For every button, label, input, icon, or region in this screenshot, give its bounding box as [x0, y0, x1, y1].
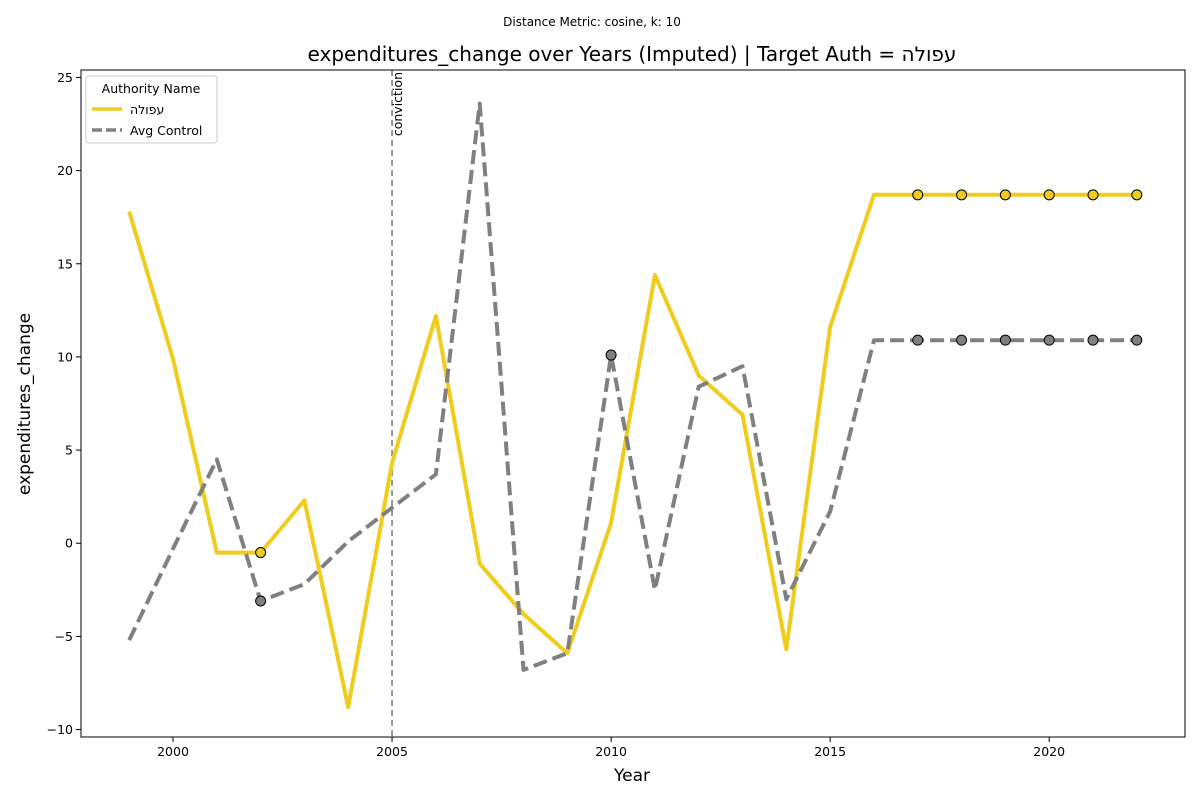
legend-label-target: עפולה: [130, 102, 164, 117]
imputed-point: [912, 189, 924, 201]
imputed-point: [1043, 189, 1055, 201]
chart-title: expenditures_change over Years (Imputed)…: [308, 42, 957, 66]
imputed-point: [956, 189, 968, 201]
target-series-line: [127, 192, 1137, 710]
legend-title: Authority Name: [102, 81, 201, 96]
legend-label-control: Avg Control: [130, 123, 202, 138]
imputed-point: [1043, 334, 1055, 346]
y-tick-label: −5: [55, 629, 73, 644]
imputed-point: [255, 547, 267, 559]
control-series-line: [127, 101, 1137, 672]
imputed-point: [912, 334, 924, 346]
imputed-point: [999, 334, 1011, 346]
x-tick-label: 2020: [1033, 744, 1065, 759]
y-tick-label: 15: [57, 256, 73, 271]
x-tick-label: 2005: [376, 744, 408, 759]
legend: Authority Name עפולה Avg Control: [85, 75, 218, 144]
imputed-point: [1131, 334, 1143, 346]
x-tick-label: 2010: [595, 744, 627, 759]
axes: 2000 2005 2010 2015 2020 −10 −5 0 5 10 15 20 25: [47, 69, 1186, 759]
imputed-point: [1087, 334, 1099, 346]
event-line-label: conviction: [390, 72, 405, 136]
y-tick-label: −10: [47, 722, 73, 737]
imputed-point: [1087, 189, 1099, 201]
chart-suptitle: Distance Metric: cosine, k: 10: [503, 15, 681, 29]
y-tick-label: 5: [65, 443, 73, 458]
imputed-point: [956, 334, 968, 346]
x-tick-label: 2000: [157, 744, 189, 759]
y-tick-label: 0: [65, 536, 73, 551]
plot-frame: [80, 69, 1186, 738]
plot-area: conviction: [127, 70, 1143, 737]
y-tick-label: 20: [57, 163, 73, 178]
x-tick-label: 2015: [814, 744, 846, 759]
imputed-point: [999, 189, 1011, 201]
imputed-point: [605, 349, 617, 361]
y-tick-label: 10: [57, 349, 73, 364]
y-tick-label: 25: [57, 70, 73, 85]
y-axis-label: expenditures_change: [15, 313, 35, 495]
x-axis-label: Year: [613, 766, 650, 786]
imputed-point: [1131, 189, 1143, 201]
imputed-point: [255, 595, 267, 607]
legend-frame: [85, 75, 218, 144]
